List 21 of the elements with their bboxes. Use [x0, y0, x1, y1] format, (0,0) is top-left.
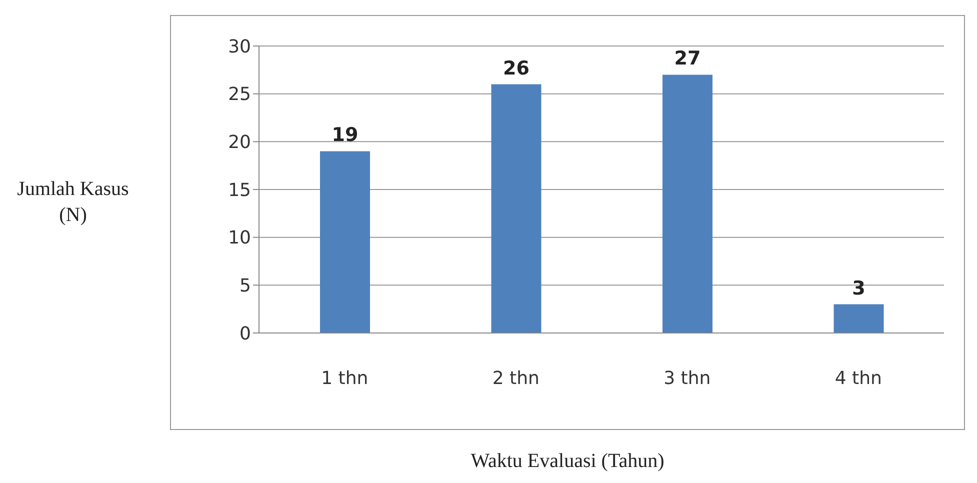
- y-tick-label: 20: [228, 132, 251, 154]
- bar: [662, 74, 712, 333]
- x-axis-title: Waktu Evaluasi (Tahun): [470, 450, 666, 473]
- y-tick-label: 10: [228, 228, 251, 249]
- bar: [491, 84, 542, 333]
- data-label: 3: [852, 277, 866, 300]
- y-tick-label: 25: [228, 84, 251, 106]
- data-label: 26: [503, 57, 530, 80]
- x-tick-label: 1 thn: [321, 368, 368, 389]
- y-tick-label: 15: [228, 180, 251, 201]
- y-axis-title: Jumlah Kasus (N): [16, 177, 130, 228]
- data-label: 19: [332, 124, 358, 146]
- bar: [320, 151, 370, 333]
- y-tick-label: 0: [240, 323, 251, 344]
- x-tick-label: 2 thn: [492, 368, 540, 389]
- x-tick-label: 4 thn: [834, 368, 882, 389]
- y-tick-label: 30: [228, 36, 251, 58]
- bar: [834, 304, 884, 333]
- x-tick-label: 3 thn: [664, 368, 711, 389]
- y-tick-label: 5: [240, 276, 251, 297]
- data-label: 27: [674, 48, 701, 70]
